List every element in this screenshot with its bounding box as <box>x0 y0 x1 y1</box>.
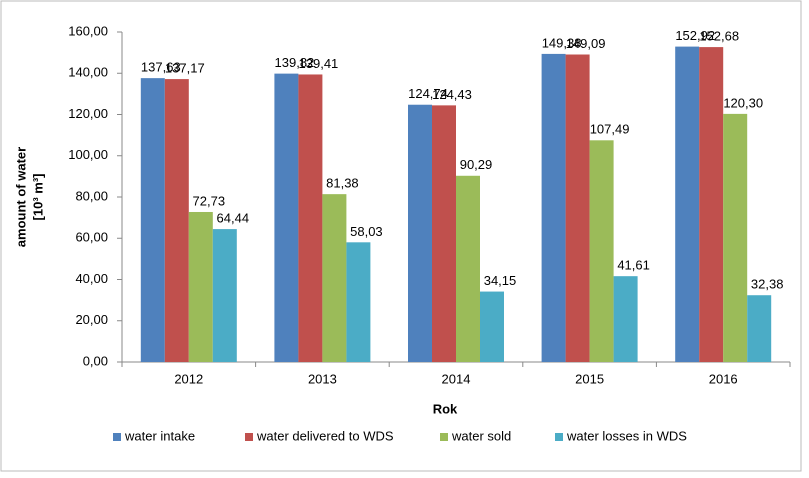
bar <box>212 229 237 362</box>
bar <box>541 53 566 363</box>
value-label: 81,38 <box>326 176 359 191</box>
value-label: 139,82 <box>275 55 315 70</box>
value-label: 72,73 <box>193 193 226 208</box>
bar <box>274 73 299 362</box>
value-label: 124,74 <box>408 86 448 101</box>
legend-label: water intake <box>124 428 195 443</box>
bar <box>346 242 371 362</box>
x-axis-label: Rok <box>433 401 458 416</box>
legend-swatch <box>245 433 253 441</box>
x-tick-label: 2016 <box>709 371 738 386</box>
x-tick-label: 2014 <box>442 371 471 386</box>
value-label: 107,49 <box>590 122 630 137</box>
x-tick-label: 2013 <box>308 371 337 386</box>
value-label: 64,44 <box>217 211 250 226</box>
legend-label: water losses in WDS <box>566 428 687 443</box>
legend-swatch <box>440 433 448 441</box>
bar <box>699 47 724 362</box>
value-label: 90,29 <box>460 157 493 172</box>
legend-label: water delivered to WDS <box>256 428 394 443</box>
value-label: 152,92 <box>675 28 715 43</box>
y-tick-label: 140,00 <box>68 65 108 80</box>
bar <box>140 78 165 362</box>
value-label: 124,43 <box>432 87 472 102</box>
y-axis-label: amount of water [10³ m³] <box>13 147 45 247</box>
bar <box>589 140 614 362</box>
bar <box>723 113 748 362</box>
value-label: 149,09 <box>566 36 606 51</box>
value-label: 32,38 <box>751 277 784 292</box>
y-axis-label-line: amount of water <box>13 147 28 247</box>
value-label: 120,30 <box>723 95 763 110</box>
y-tick-label: 80,00 <box>75 188 108 203</box>
y-tick-label: 20,00 <box>75 312 108 327</box>
y-tick-label: 40,00 <box>75 271 108 286</box>
legend-swatch <box>113 433 121 441</box>
value-label: 152,68 <box>699 29 739 44</box>
bar <box>456 175 480 362</box>
bar <box>432 105 456 362</box>
bar <box>164 79 189 362</box>
bar <box>565 54 590 363</box>
y-tick-label: 160,00 <box>68 23 108 38</box>
value-label: 41,61 <box>617 258 650 273</box>
bar <box>747 295 772 362</box>
value-label: 34,15 <box>484 273 517 288</box>
y-axis-label-line: [10³ m³] <box>30 174 45 221</box>
bar <box>322 194 347 362</box>
value-label: 137,63 <box>141 60 181 75</box>
legend-swatch <box>555 433 563 441</box>
bar <box>675 46 700 362</box>
value-label: 137,17 <box>165 61 205 76</box>
bar <box>298 74 323 363</box>
value-label: 149,38 <box>542 35 582 50</box>
bar <box>408 104 432 362</box>
y-tick-label: 120,00 <box>68 106 108 121</box>
x-tick-label: 2012 <box>174 371 203 386</box>
value-label: 58,03 <box>350 224 383 239</box>
y-tick-label: 100,00 <box>68 147 108 162</box>
x-tick-label: 2015 <box>575 371 604 386</box>
legend-label: water sold <box>451 428 511 443</box>
chart-frame <box>0 0 802 472</box>
y-tick-label: 0,00 <box>83 353 108 368</box>
bar <box>613 276 638 362</box>
value-label: 139,41 <box>299 56 339 71</box>
y-tick-label: 60,00 <box>75 230 108 245</box>
bar <box>480 291 504 362</box>
bar <box>188 211 213 362</box>
